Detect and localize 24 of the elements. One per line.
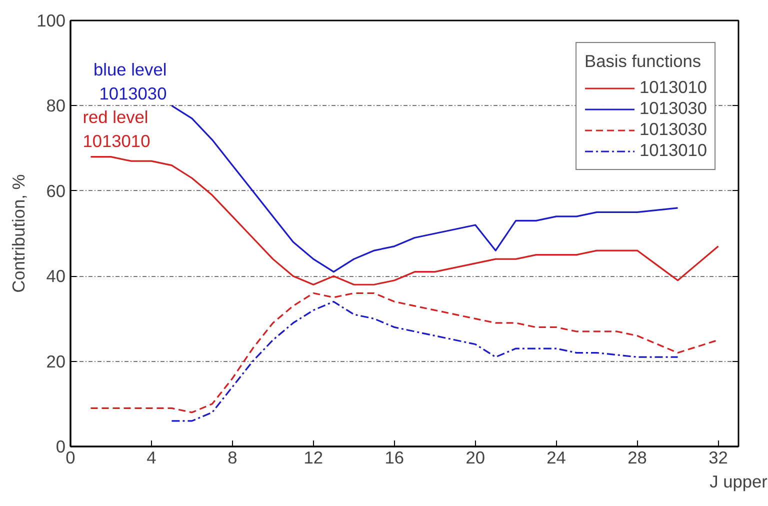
x-tick-label: 32 — [708, 448, 728, 468]
legend-label: 1013030 — [640, 119, 707, 140]
x-tick-label: 24 — [546, 448, 566, 468]
y-tick-label: 60 — [46, 180, 66, 201]
x-tick-label: 8 — [228, 448, 238, 468]
x-tick-label: 12 — [304, 448, 324, 468]
y-axis-title: Contribution, % — [8, 174, 29, 293]
x-tick-label: 4 — [146, 448, 157, 468]
y-tick-label: 40 — [46, 266, 66, 286]
legend-title: Basis functions — [584, 51, 702, 72]
legend-label: 1013010 — [640, 140, 707, 161]
x-tick-label: 16 — [384, 448, 404, 468]
x-tick-label: 20 — [466, 448, 485, 468]
annotation: red level 1013010 — [82, 106, 150, 151]
y-tick-label: 20 — [46, 351, 66, 372]
legend-label: 1013030 — [640, 98, 707, 119]
x-tick-label: 28 — [628, 448, 647, 468]
line-series — [170, 300, 679, 422]
x-axis-title: J upper — [710, 472, 768, 492]
line-series — [90, 156, 720, 286]
y-tick-label: 80 — [46, 96, 66, 116]
annotation: blue level 1013030 — [94, 60, 167, 104]
legend-label: 1013010 — [640, 77, 707, 98]
y-tick-label: 100 — [36, 10, 66, 30]
